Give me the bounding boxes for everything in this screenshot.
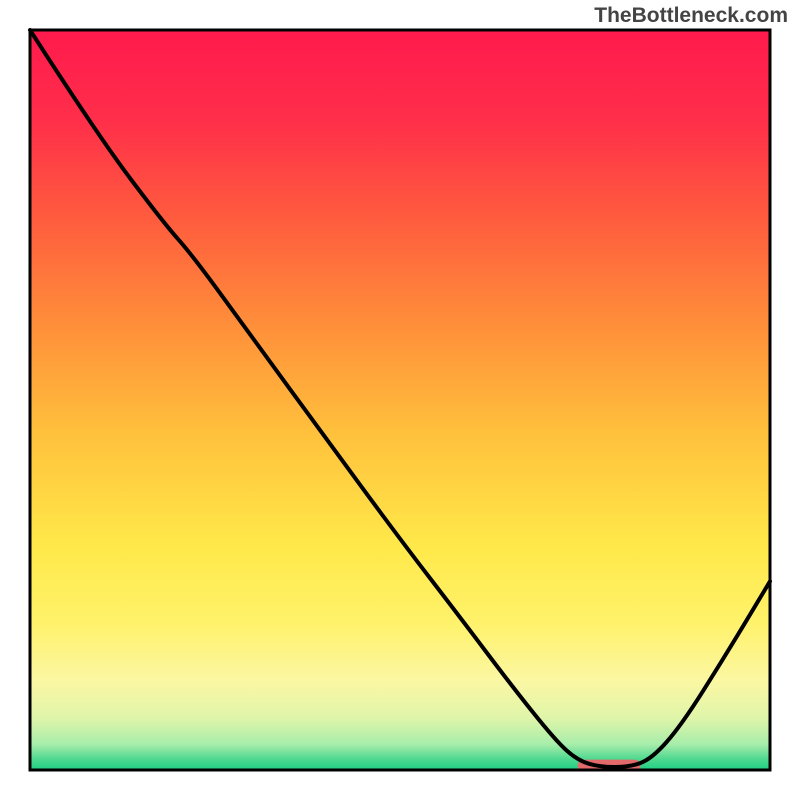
- chart-container: TheBottleneck.com: [0, 0, 800, 800]
- watermark-text: TheBottleneck.com: [594, 4, 788, 28]
- gradient-background: [30, 30, 770, 770]
- bottleneck-chart: [0, 0, 800, 800]
